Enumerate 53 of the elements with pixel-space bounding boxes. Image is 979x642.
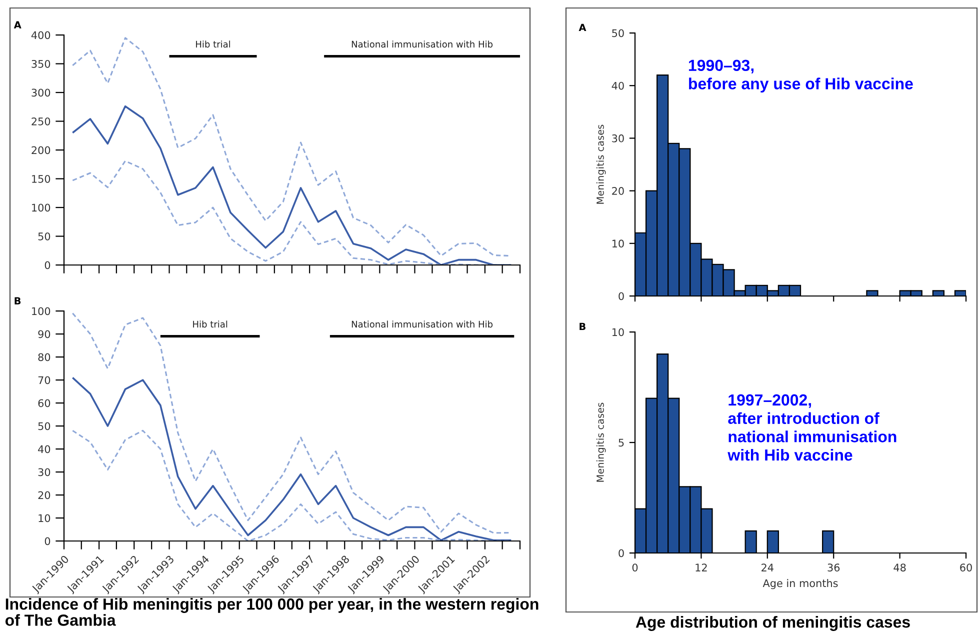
y-tick-label: 10: [38, 514, 50, 522]
x-tick-label: 60: [960, 564, 972, 572]
y-tick-label: 400: [31, 31, 50, 40]
y-tick-label: 10: [612, 328, 624, 336]
line-series: [72, 160, 512, 265]
y-tick-label: 0: [618, 549, 624, 558]
y-tick-label: 80: [38, 353, 50, 362]
chart-title: A: [578, 24, 586, 31]
x-tick-label: 24: [762, 564, 774, 572]
y-tick-label: 0: [618, 292, 624, 300]
y-tick-label: 100: [32, 307, 50, 316]
series-label: Hib trial: [196, 40, 230, 48]
y-tick-label: 10: [612, 240, 624, 248]
y-axis-title: Meningitis cases: [596, 124, 606, 204]
y-tick-label: 50: [38, 232, 50, 240]
chart-title: B: [14, 297, 21, 304]
chart-title: B: [580, 322, 586, 330]
y-axis-title: Meningitis cases: [596, 402, 606, 482]
y-tick-label: 40: [612, 82, 624, 90]
y-tick-label: 0: [44, 261, 50, 270]
x-tick-label: 0: [632, 564, 638, 572]
y-tick-label: 30: [38, 468, 50, 476]
y-tick-label: 30: [612, 134, 624, 142]
y-tick-label: 100: [32, 204, 50, 212]
text: Incidence of Hib meningitis per 100 000 per year, in the western region of The Gambia: [5, 598, 538, 626]
y-tick-label: 250: [32, 117, 50, 126]
y-tick-label: 20: [38, 491, 50, 500]
y-tick-label: 0: [44, 537, 50, 546]
y-tick-label: 20: [612, 187, 624, 195]
line-series: [72, 105, 512, 265]
text: Age distribution of meningitis cases: [636, 616, 910, 631]
x-tick-label: 12: [696, 564, 707, 572]
series-label: National immunisation with Hib: [352, 320, 493, 328]
y-tick-label: 50: [612, 29, 624, 38]
y-tick-label: 300: [32, 88, 50, 97]
y-tick-label: 5: [618, 438, 624, 447]
y-tick-label: 70: [38, 376, 50, 384]
annotation: 1997–2002, after introduction of national immunisation with Hib vaccine: [728, 394, 896, 461]
series-label: Hib trial: [193, 320, 228, 328]
series-label: National immunisation with Hib: [352, 40, 493, 48]
y-tick-label: 40: [38, 445, 50, 454]
y-tick-label: 60: [38, 399, 50, 408]
x-tick-label: 36: [828, 564, 840, 572]
y-tick-label: 350: [32, 60, 50, 68]
chart-title: A: [14, 21, 22, 28]
x-axis-title: Age in months: [762, 579, 838, 590]
y-tick-label: 50: [38, 422, 50, 430]
y-tick-label: 150: [32, 174, 50, 183]
y-tick-label: 200: [32, 146, 50, 154]
y-tick-label: 90: [38, 330, 50, 338]
x-tick-label: 48: [894, 564, 906, 572]
annotation: 1990–93, before any use of Hib vaccine: [688, 60, 913, 93]
line-series: [72, 376, 512, 541]
